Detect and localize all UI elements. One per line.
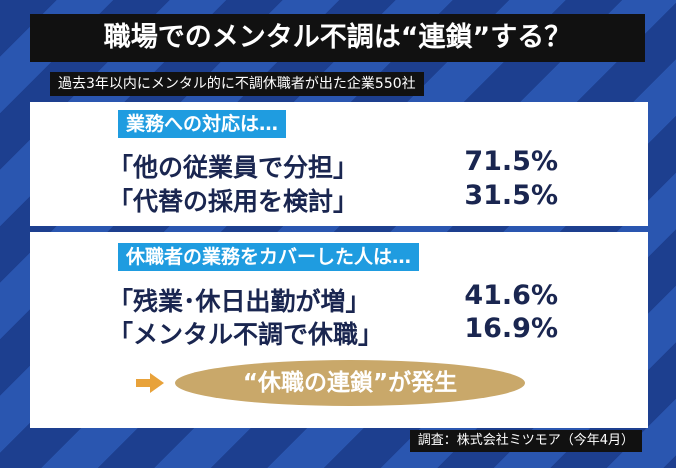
title: 職場でのメンタル不調は“連鎖”する？ [30, 14, 645, 62]
row-text: 「他の従業員で分担」 [108, 153, 359, 182]
row-text: 「代替の採用を検討」 [108, 187, 359, 216]
subtitle: 過去3年以内にメンタル的に不調休職者が出た企業550社 [50, 72, 424, 96]
section-label: 休職者の業務をカバーした人は… [118, 243, 420, 271]
row-value: 31.5% [464, 180, 558, 211]
row-value: 71.5% [464, 146, 558, 177]
source: 調査：株式会社ミツモア（今年4月） [409, 430, 642, 452]
row-value: 16.9% [464, 313, 558, 344]
arrow [136, 373, 164, 393]
row-value: 41.6% [464, 280, 558, 311]
row-text: 「メンタル不調で休職」 [108, 320, 384, 349]
section-label: 業務への対応は… [118, 110, 287, 138]
callout: “休職の連鎖”が発生 [175, 360, 525, 406]
row-text: 「残業･休日出勤が増」 [108, 287, 371, 316]
